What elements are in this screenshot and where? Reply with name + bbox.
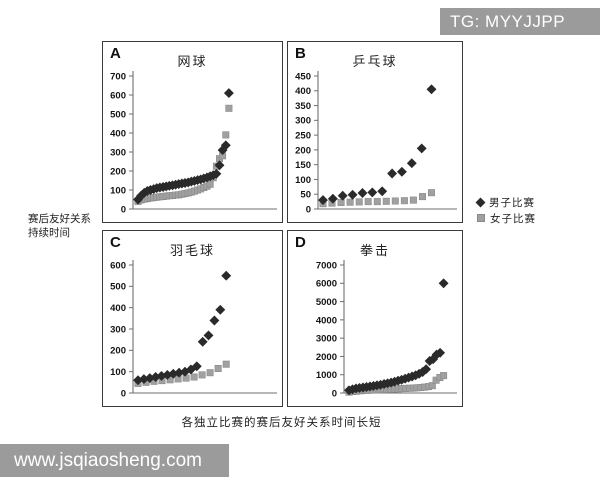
- table-tennis-scatter-plot: 0 50 100 150 200 250 300 350 400 450: [295, 71, 457, 215]
- legend: 男子比赛 女子比赛: [475, 196, 536, 229]
- svg-text:500: 500: [110, 282, 126, 293]
- badminton-scatter-plot: 0 100 200 300 400 500 600: [110, 260, 277, 399]
- svg-text:0: 0: [121, 204, 126, 215]
- legend-item-women: 女子比赛: [477, 212, 536, 225]
- svg-text:100: 100: [295, 175, 311, 186]
- svg-text:200: 200: [110, 166, 126, 177]
- panel-title-tennis: 网球: [177, 55, 208, 70]
- website-watermark: www.jsqiaosheng.com: [0, 444, 229, 477]
- panel-title-table-tennis: 乒乓球: [352, 55, 398, 70]
- website-watermark-text: www.jsqiaosheng.com: [14, 449, 202, 471]
- svg-text:6000: 6000: [316, 279, 337, 290]
- panel-table-tennis: B 乒乓球 0 50 100 150 200 250 300 350 400 450: [287, 41, 463, 223]
- svg-text:250: 250: [295, 131, 311, 142]
- panel-letter-b: B: [295, 45, 306, 62]
- panel-tennis: A 网球 0 100 200 300 400 500 600 700: [102, 41, 283, 223]
- svg-text:700: 700: [110, 71, 126, 82]
- svg-text:0: 0: [306, 204, 311, 215]
- svg-text:400: 400: [295, 86, 311, 97]
- panel-title-boxing: 拳击: [359, 244, 390, 259]
- men-diamond-icon: [475, 197, 486, 207]
- svg-text:300: 300: [110, 147, 126, 158]
- svg-text:4000: 4000: [316, 315, 337, 326]
- boxing-scatter-plot: 0 1000 2000 3000 4000 5000 6000 7000: [316, 260, 457, 399]
- legend-label-men: 男子比赛: [489, 196, 535, 209]
- svg-text:7000: 7000: [316, 260, 337, 271]
- panel-letter-c: C: [110, 234, 121, 251]
- svg-text:300: 300: [295, 116, 311, 127]
- svg-text:0: 0: [332, 388, 337, 399]
- tennis-scatter-plot: 0 100 200 300 400 500 600 700: [110, 71, 277, 215]
- svg-text:50: 50: [300, 190, 311, 201]
- y-axis-label-line1: 赛后友好关系: [28, 213, 91, 225]
- svg-text:100: 100: [110, 185, 126, 196]
- svg-text:500: 500: [110, 109, 126, 120]
- svg-text:600: 600: [110, 90, 126, 101]
- figure-caption: 各独立比赛的赛后友好关系时间长短: [181, 415, 382, 429]
- svg-text:3000: 3000: [316, 334, 337, 345]
- svg-text:100: 100: [110, 367, 126, 378]
- legend-label-women: 女子比赛: [490, 212, 536, 225]
- svg-text:200: 200: [110, 346, 126, 357]
- telegram-watermark-text: TG: MYYJJPP: [450, 11, 566, 31]
- svg-text:400: 400: [110, 128, 126, 139]
- y-axis-label: 赛后友好关系 持续时间: [28, 212, 108, 240]
- svg-text:200: 200: [295, 145, 311, 156]
- panel-badminton: C 羽毛球 0 100 200 300 400 500 600: [102, 230, 283, 407]
- svg-text:300: 300: [110, 324, 126, 335]
- panel-boxing: D 拳击 0 1000 2000 3000 4000 5000 6000 7000: [287, 230, 463, 407]
- panel-letter-a: A: [110, 45, 121, 62]
- svg-text:400: 400: [110, 303, 126, 314]
- telegram-watermark: TG: MYYJJPP: [440, 8, 600, 35]
- svg-text:600: 600: [110, 260, 126, 271]
- svg-text:450: 450: [295, 71, 311, 82]
- svg-text:0: 0: [121, 388, 126, 399]
- panel-letter-d: D: [295, 234, 306, 251]
- svg-text:150: 150: [295, 160, 311, 171]
- svg-text:5000: 5000: [316, 297, 337, 308]
- panel-title-badminton: 羽毛球: [169, 244, 215, 259]
- women-square-icon: [477, 214, 485, 222]
- y-axis-label-line2: 持续时间: [28, 227, 70, 239]
- svg-text:2000: 2000: [316, 352, 337, 363]
- svg-text:350: 350: [295, 101, 311, 112]
- svg-text:1000: 1000: [316, 370, 337, 381]
- legend-item-men: 男子比赛: [475, 196, 536, 209]
